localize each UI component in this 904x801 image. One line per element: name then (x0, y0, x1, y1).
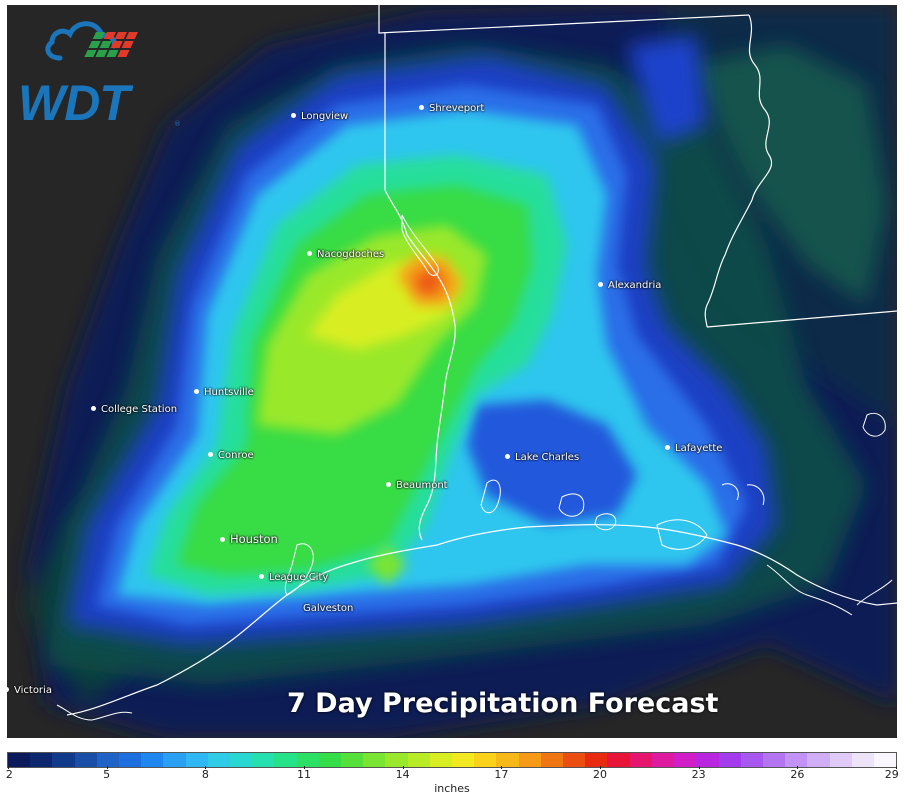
city-lafayette: Lafayette (665, 443, 722, 455)
city-victoria: Victoria (7, 685, 52, 697)
colorbar-segment (407, 753, 430, 767)
colorbar-tick-mark (698, 766, 700, 769)
colorbar-segment (829, 753, 852, 767)
city-marker (291, 113, 296, 118)
colorbar-segment (119, 753, 142, 767)
colorbar-segment (696, 753, 719, 767)
city-marker (208, 452, 213, 457)
colorbar-tick-mark (8, 766, 9, 769)
colorbar-segment (674, 753, 697, 767)
city-college-station: College Station (91, 404, 177, 416)
colorbar-segment (52, 753, 75, 767)
colorbar-segment (718, 753, 741, 767)
colorbar-tick-mark (896, 766, 897, 769)
city-houston: Houston (220, 533, 278, 545)
colorbar-segment (452, 753, 475, 767)
colorbar-tick-mark (304, 766, 305, 769)
city-marker (91, 406, 96, 411)
city-longview: Longview (291, 111, 348, 123)
logo-wordmark: WDT (18, 75, 130, 131)
colorbar-segment (873, 753, 897, 767)
city-marker (505, 454, 510, 459)
colorbar-tick-mark (797, 766, 799, 769)
colorbar-segment (563, 753, 586, 767)
colorbar-segment (318, 753, 342, 767)
colorbar-tick-mark (106, 766, 108, 769)
colorbar-segment (385, 753, 408, 767)
colorbar-segment (230, 753, 253, 767)
colorbar-segment (252, 753, 275, 767)
city-marker (665, 445, 670, 450)
colorbar-tick-label: 20 (593, 768, 607, 781)
colorbar-segment (74, 753, 97, 767)
city-marker (419, 105, 424, 110)
colorbar-segment (851, 753, 874, 767)
colorbar-segment (651, 753, 675, 767)
colorbar-tick-label: 11 (297, 768, 311, 781)
city-marker (220, 537, 225, 542)
colorbar-segment (8, 753, 31, 767)
colorbar-tick-mark (600, 766, 601, 769)
precipitation-map: Longview Shreveport Nacogdoches Alexandr… (7, 5, 897, 738)
city-league-city: League City (259, 572, 328, 584)
precip-field (27, 5, 897, 738)
map-title: 7 Day Precipitation Forecast (287, 688, 719, 719)
city-galveston: Galveston (303, 603, 354, 614)
colorbar-segment (740, 753, 763, 767)
colorbar-segment (185, 753, 208, 767)
colorbar-segment (540, 753, 564, 767)
city-conroe: Conroe (208, 450, 254, 462)
colorbar-segment (141, 753, 164, 767)
colorbar-segment (163, 753, 186, 767)
colorbar-segment (207, 753, 231, 767)
colorbar-ticks: 2 5 8 11 14 17 20 23 26 29 (5, 766, 899, 784)
city-huntsville: Huntsville (194, 387, 254, 399)
city-shreveport: Shreveport (419, 103, 484, 115)
city-beaumont: Beaumont (386, 480, 448, 492)
city-marker (259, 574, 264, 579)
city-alexandria: Alexandria (598, 280, 661, 292)
city-marker (194, 389, 199, 394)
colorbar-units-label: inches (434, 782, 470, 795)
colorbar-segment (341, 753, 364, 767)
colorbar-segment (762, 753, 786, 767)
colorbar-segment (518, 753, 541, 767)
colorbar-segment (629, 753, 652, 767)
colorbar-tick-label: 5 (103, 768, 111, 781)
colorbar-tick-label: 23 (691, 768, 706, 781)
colorbar-segment (585, 753, 608, 767)
colorbar-tick-label: 29 (884, 768, 899, 781)
colorbar-segment (30, 753, 53, 767)
logo-trademark: ® (174, 120, 181, 128)
colorbar-segment (429, 753, 453, 767)
city-marker (598, 282, 603, 287)
wdt-logo: WDT ® (14, 10, 189, 135)
colorbar-tick-label: 8 (201, 768, 209, 781)
city-marker (7, 687, 9, 692)
colorbar-segment (807, 753, 830, 767)
colorbar-segment (785, 753, 808, 767)
colorbar-tick-label: 17 (494, 768, 509, 781)
city-nacogdoches: Nacogdoches (307, 249, 384, 261)
colorbar-tick-mark (402, 766, 404, 769)
colorbar-segment (496, 753, 519, 767)
city-marker (386, 482, 391, 487)
precip-colorbar (7, 752, 897, 768)
colorbar-segment (96, 753, 120, 767)
colorbar-segment (363, 753, 386, 767)
colorbar-tick-label: 26 (790, 768, 805, 781)
colorbar-segment (296, 753, 319, 767)
colorbar-segment (474, 753, 497, 767)
city-lake-charles: Lake Charles (505, 452, 579, 464)
city-marker (307, 251, 312, 256)
colorbar-tick-mark (501, 766, 503, 769)
cloud-icon (45, 21, 138, 61)
colorbar-segment (274, 753, 297, 767)
colorbar-tick-mark (205, 766, 207, 769)
colorbar-segment (607, 753, 630, 767)
colorbar-tick-label: 14 (395, 768, 410, 781)
colorbar-tick-label: 2 (5, 768, 13, 781)
